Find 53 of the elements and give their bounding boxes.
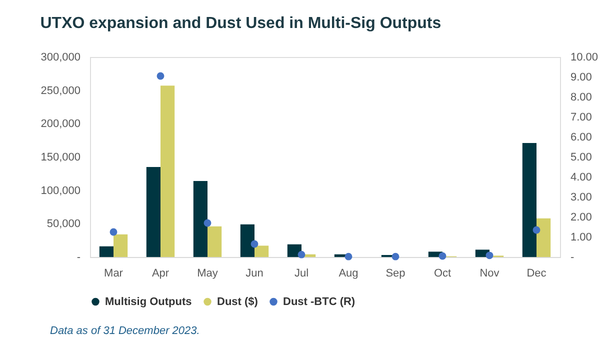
y-tick-label: 200,000: [40, 118, 80, 130]
y2-tick-label: 1.00: [570, 232, 592, 244]
point: [532, 226, 540, 234]
x-tick-label: May: [197, 268, 218, 280]
y2-tick-label: 9.00: [570, 72, 592, 84]
y2-tick-label: 3.00: [570, 192, 592, 204]
y2-tick-label: -: [570, 252, 574, 264]
y2-tick-label: 2.00: [570, 212, 592, 224]
bar: [114, 234, 128, 257]
x-tick-label: Mar: [104, 268, 124, 280]
x-tick-label: Aug: [338, 268, 358, 280]
point: [344, 252, 352, 260]
y-tick-label: 250,000: [40, 84, 80, 97]
point: [156, 72, 164, 80]
point: [298, 250, 306, 258]
y-tick-label: 300,000: [40, 52, 80, 64]
bar: [99, 246, 114, 257]
y2-tick-label: 4.00: [570, 172, 592, 184]
x-tick-label: Jun: [246, 268, 264, 280]
y-tick-label: 50,000: [46, 218, 80, 230]
x-tick-label: Dec: [526, 268, 547, 280]
bar: [536, 218, 551, 257]
x-tick-label: Nov: [480, 268, 500, 280]
y2-tick-label: 8.00: [570, 92, 592, 104]
bar: [522, 143, 536, 257]
point: [486, 252, 494, 260]
bar: [160, 86, 175, 257]
y-tick-label: 150,000: [40, 152, 80, 164]
point: [392, 252, 400, 260]
y2-tick-label: 7.00: [570, 112, 592, 124]
y-tick-label: 100,000: [40, 184, 80, 197]
bar: [146, 167, 160, 257]
bar: [254, 246, 269, 257]
point: [438, 252, 446, 260]
y-tick-label: -: [76, 252, 81, 264]
x-tick-label: Jul: [294, 268, 309, 280]
point: [110, 228, 118, 236]
bar: [193, 181, 208, 257]
bar: [240, 224, 254, 257]
point: [204, 219, 212, 227]
x-tick-label: Apr: [152, 268, 170, 280]
x-tick-label: Sep: [386, 268, 406, 280]
text: Data as of 31 December 2023.: [50, 325, 200, 337]
x-tick-label: Oct: [434, 268, 452, 280]
point: [250, 240, 258, 248]
bar: [208, 226, 222, 257]
legend-label: Multisig Outputs: [105, 296, 192, 308]
legend-label: Dust -BTC (R): [283, 296, 356, 308]
legend-label: Dust ($): [217, 296, 258, 308]
chart-title: UTXO expansion and Dust Used in Multi-Sig Outputs: [40, 15, 442, 32]
y2-tick-label: 6.00: [570, 132, 592, 144]
y2-tick-label: 10.00: [570, 52, 598, 64]
y2-tick-label: 5.00: [570, 152, 592, 164]
